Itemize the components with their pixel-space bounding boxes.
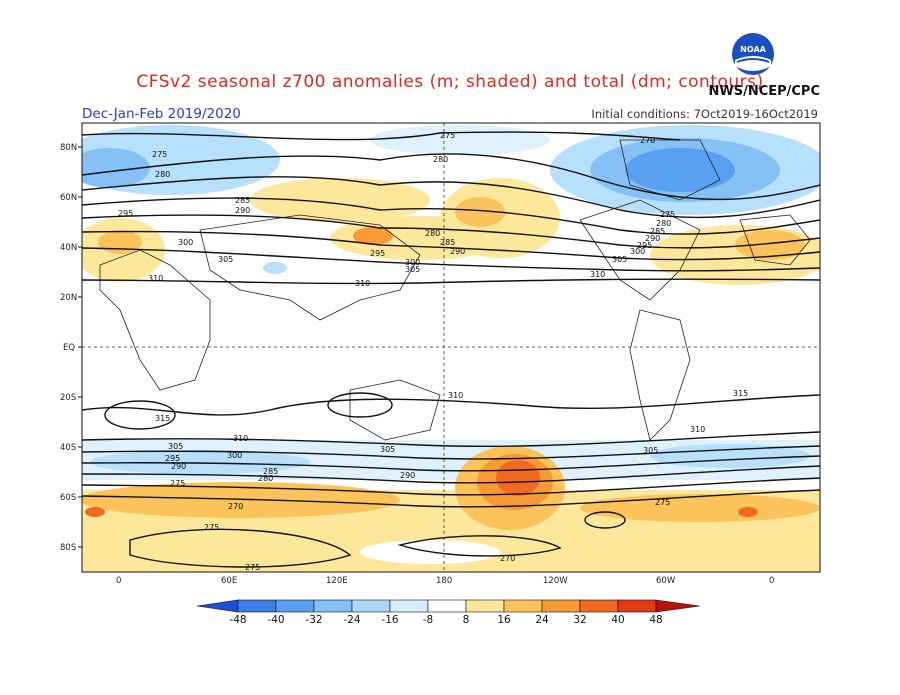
lon-label: 120W — [543, 576, 568, 586]
initial-conditions: Initial conditions: 7Oct2019-16Oct2019 — [591, 107, 818, 121]
colorbar-label: 48 — [649, 614, 663, 626]
contour-label: 270 — [640, 136, 655, 145]
contour-label: 275 — [245, 563, 260, 572]
lon-label: 60W — [656, 576, 676, 586]
colorbar-label: 40 — [611, 614, 625, 626]
colorbar-label: -48 — [229, 614, 247, 626]
lon-label: 180 — [436, 576, 452, 586]
lon-label: 60E — [221, 576, 237, 586]
lon-label: 0 — [116, 576, 121, 586]
contour-label: 310 — [448, 391, 463, 400]
contour-label: 300 — [405, 258, 420, 267]
lat-label: 60N — [60, 193, 77, 203]
contour-label: 270 — [500, 554, 515, 563]
contour-label: 310 — [690, 425, 705, 434]
contour-label: 270 — [228, 502, 243, 511]
contour-label: 310 — [233, 434, 248, 443]
contour-label: 315 — [733, 389, 748, 398]
lat-label: 40N — [60, 243, 77, 253]
lon-label: 0 — [769, 576, 774, 586]
colorbar-label: 24 — [535, 614, 549, 626]
contour-label: 305 — [643, 446, 658, 455]
lat-label: 60S — [60, 493, 76, 503]
coastlines — [99, 139, 811, 441]
contour-label: 295 — [637, 241, 652, 250]
agency-label: NWS/NCEP/CPC — [708, 84, 820, 99]
contour-label: 275 — [660, 210, 675, 219]
contour-label: 285 — [263, 467, 278, 476]
chart-title: CFSv2 seasonal z700 anomalies (m; shaded… — [136, 72, 764, 92]
svg-text:NOAA: NOAA — [740, 45, 766, 54]
contour-label: 275 — [170, 479, 185, 488]
contour-label: 300 — [227, 451, 242, 460]
colorbar-label: -24 — [343, 614, 361, 626]
colorbar-label: 32 — [573, 614, 587, 626]
height-contours — [82, 131, 820, 568]
contour-label: 280 — [433, 155, 448, 164]
contour-label: 310 — [590, 270, 605, 279]
contour-label: 315 — [155, 414, 170, 423]
contour-label: 275 — [440, 131, 455, 140]
contour-label: 280 — [155, 170, 170, 179]
lat-label: 40S — [60, 443, 76, 453]
lat-label: EQ — [63, 343, 75, 353]
contour-label: 305 — [612, 255, 627, 264]
noaa-logo-icon: NOAA — [732, 33, 774, 75]
lat-label: 80S — [60, 543, 76, 553]
lat-label: 80N — [60, 143, 77, 153]
contour-label: 290 — [171, 462, 186, 471]
contour-label: 305 — [168, 442, 183, 451]
colorbar-label: 8 — [462, 614, 470, 626]
contour-label: 280 — [425, 229, 440, 238]
colorbar-label: -40 — [267, 614, 285, 626]
contour-label: 285 — [440, 238, 455, 247]
contour-label: 290 — [645, 234, 660, 243]
colorbar — [196, 599, 701, 613]
contour-label: 300 — [630, 247, 645, 256]
colorbar-label: 16 — [497, 614, 511, 626]
contour-label: 290 — [235, 206, 250, 215]
contour-label: 300 — [178, 238, 193, 247]
lat-label: 20N — [60, 293, 77, 303]
colorbar-label: -8 — [422, 614, 434, 626]
contour-label: 295 — [370, 249, 385, 258]
contour-label: 275 — [655, 498, 670, 507]
reference-lines — [82, 123, 820, 572]
contour-label: 280 — [258, 474, 273, 483]
contour-label: 285 — [235, 196, 250, 205]
contour-label: 275 — [204, 523, 219, 532]
contour-label: 310 — [148, 274, 163, 283]
colorbar-label: -16 — [381, 614, 399, 626]
lon-label: 120E — [326, 576, 348, 586]
contour-label: 310 — [355, 279, 370, 288]
contour-label: 305 — [218, 255, 233, 264]
colorbar-label: -32 — [305, 614, 323, 626]
forecast-period: Dec-Jan-Feb 2019/2020 — [82, 106, 241, 122]
contour-label: 305 — [380, 445, 395, 454]
contour-label: 290 — [450, 247, 465, 256]
contour-label: 295 — [165, 454, 180, 463]
contour-label: 275 — [152, 150, 167, 159]
contour-label: 295 — [118, 209, 133, 218]
contour-label: 285 — [650, 227, 665, 236]
contour-label: 280 — [656, 219, 671, 228]
lat-label: 20S — [60, 393, 76, 403]
contour-label: 305 — [405, 265, 420, 274]
contour-label: 290 — [400, 471, 415, 480]
